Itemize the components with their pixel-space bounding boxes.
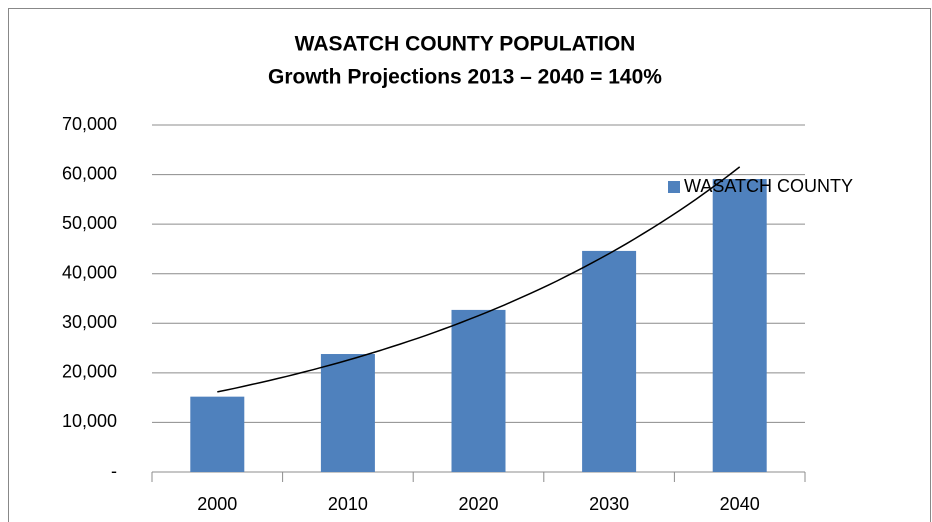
x-tick-label: 2030 bbox=[589, 494, 629, 514]
x-tick-label: 2040 bbox=[720, 494, 760, 514]
x-tick-label: 2010 bbox=[328, 494, 368, 514]
bar bbox=[712, 179, 767, 473]
y-tick-label: 60,000 bbox=[62, 163, 117, 183]
legend-swatch bbox=[668, 181, 680, 193]
y-tick-label: 40,000 bbox=[62, 262, 117, 282]
trendline bbox=[217, 166, 741, 393]
chart-title: WASATCH COUNTY POPULATION bbox=[295, 33, 636, 56]
y-tick-label: 50,000 bbox=[62, 213, 117, 233]
chart-subtitle: Growth Projections 2013 – 2040 = 140% bbox=[268, 66, 662, 89]
bar bbox=[320, 354, 375, 472]
bar bbox=[190, 396, 245, 472]
bar bbox=[582, 250, 637, 472]
y-tick-label: 20,000 bbox=[62, 362, 117, 382]
legend-label: WASATCH COUNTY bbox=[684, 176, 853, 196]
bar bbox=[451, 309, 506, 472]
x-tick-label: 2000 bbox=[197, 494, 237, 514]
y-tick-label: 30,000 bbox=[62, 312, 117, 332]
y-tick-label: 70,000 bbox=[62, 114, 117, 134]
x-tick-label: 2020 bbox=[458, 494, 498, 514]
y-tick-label: - bbox=[111, 461, 117, 481]
y-tick-label: 10,000 bbox=[62, 411, 117, 431]
